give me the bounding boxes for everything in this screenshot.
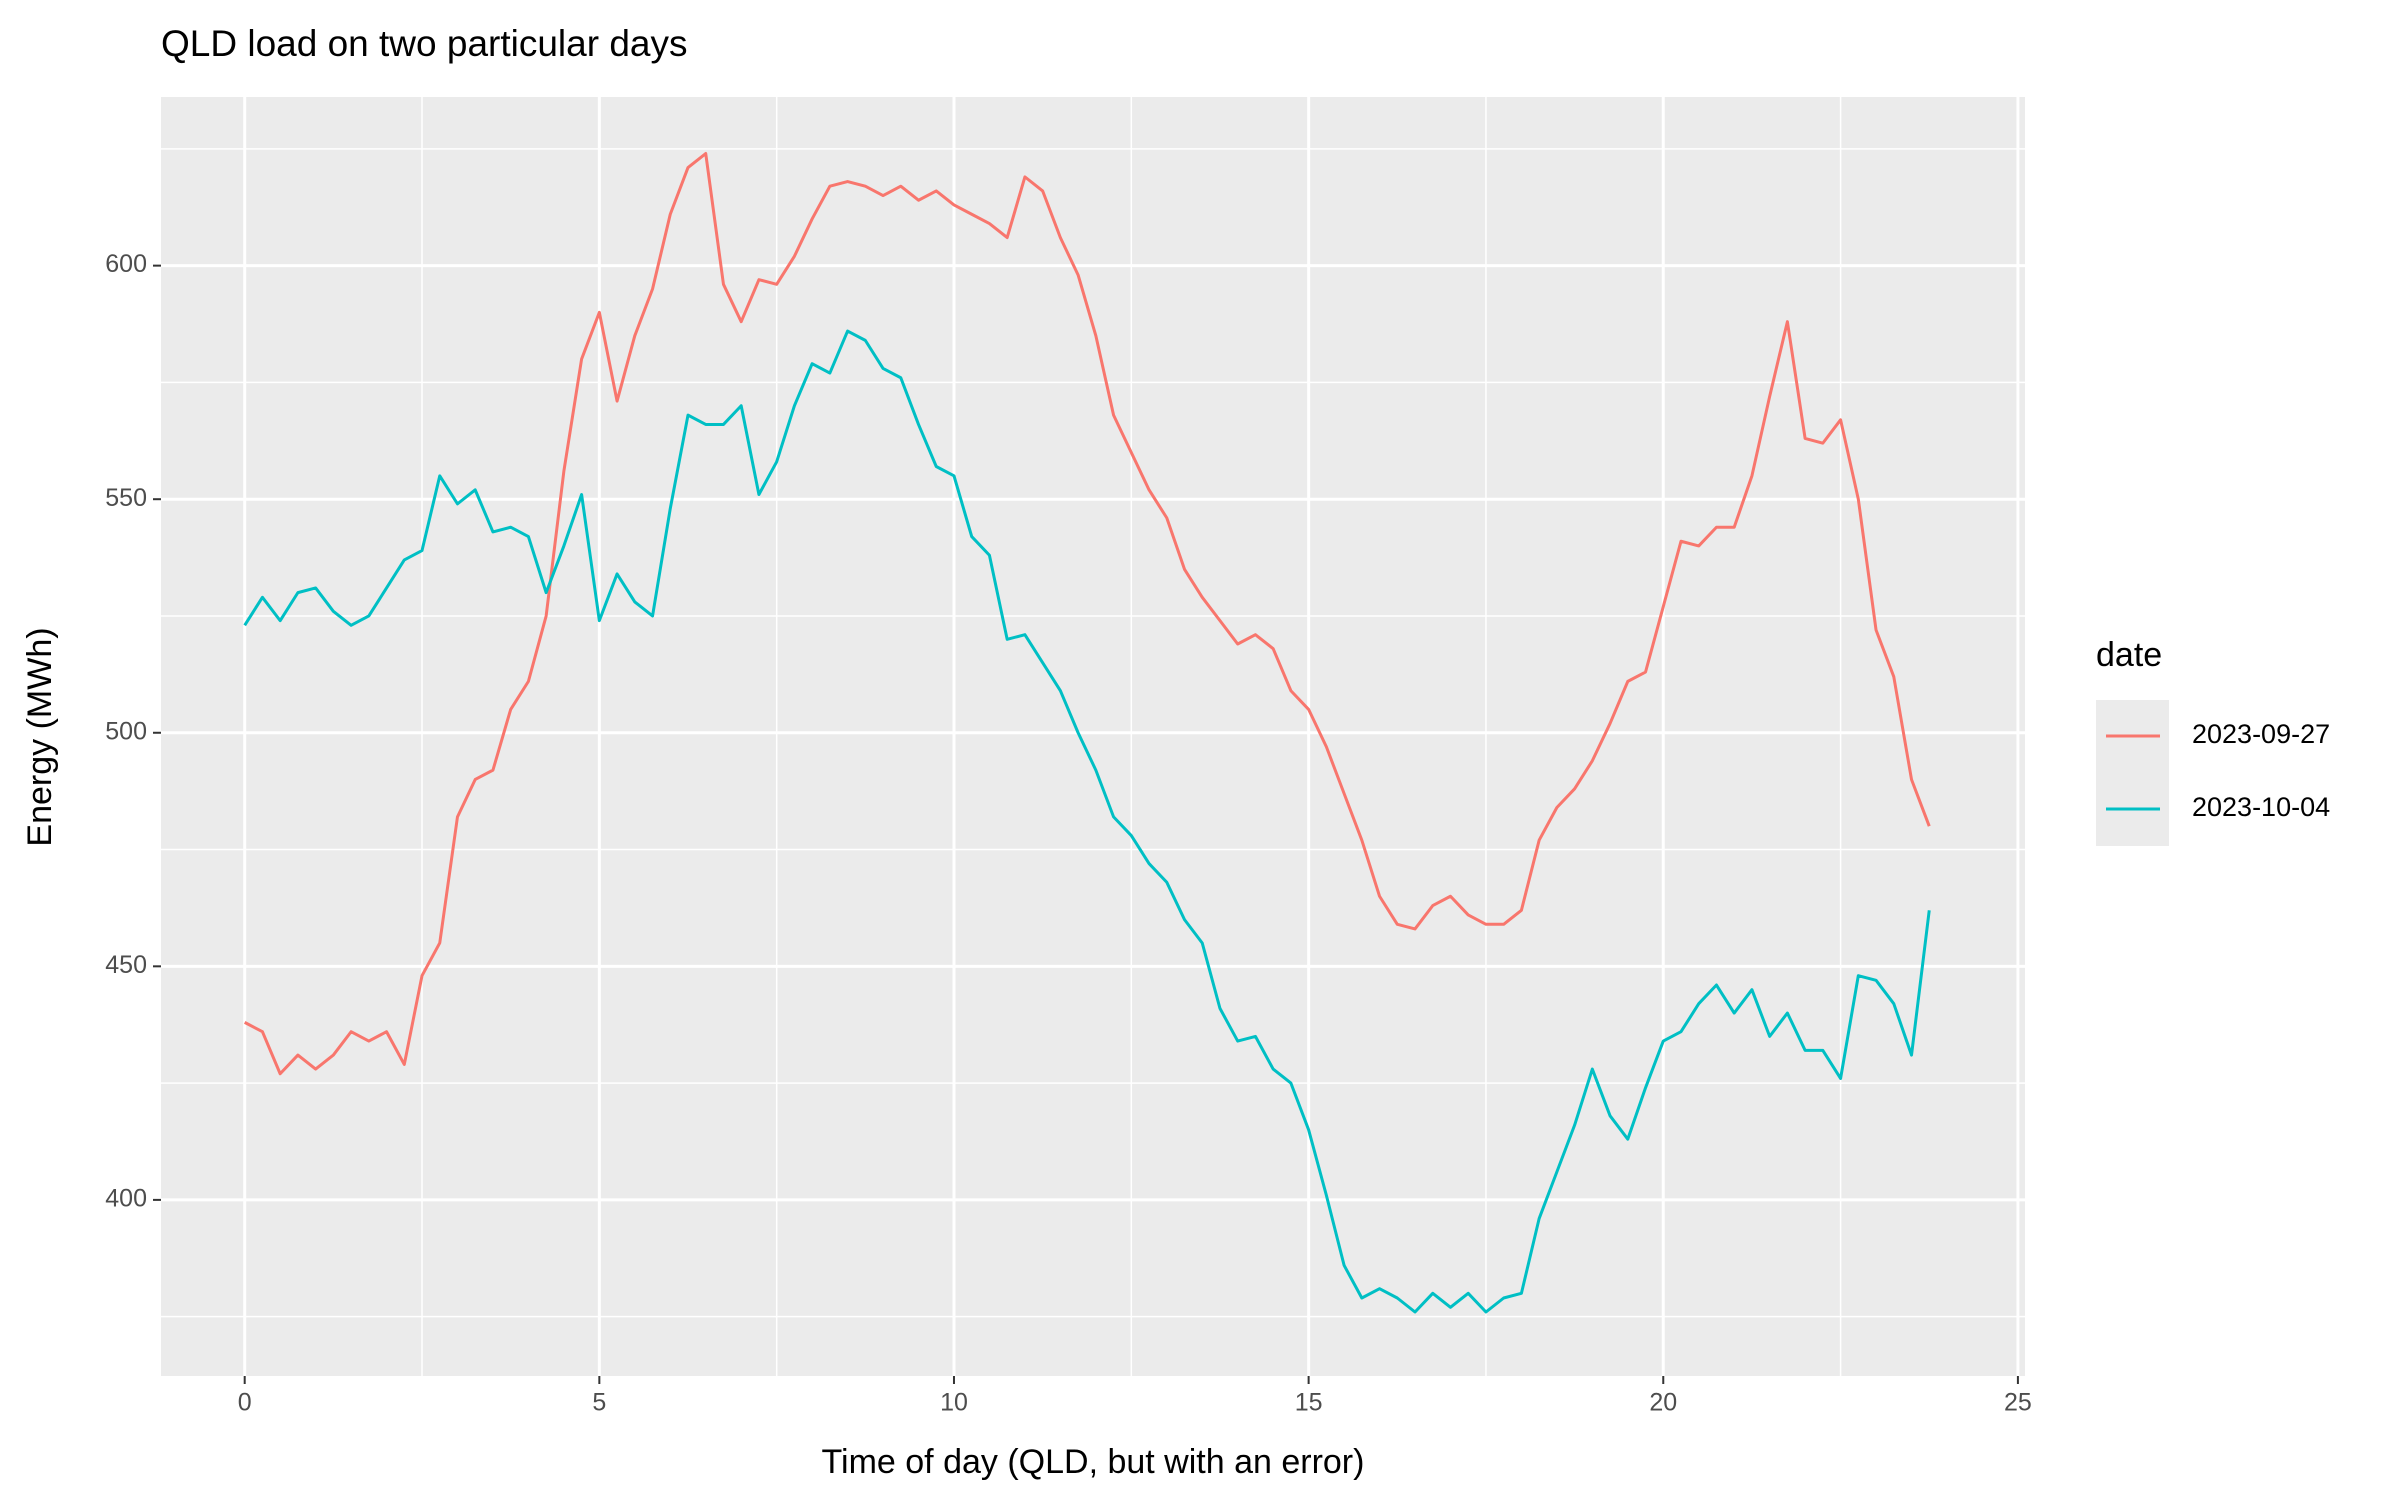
y-tick-label: 500 (105, 717, 147, 745)
y-axis-label: Energy (MWh) (21, 627, 59, 846)
data-line (243, 329, 1931, 1314)
legend-label: 2023-10-04 (2192, 792, 2330, 822)
data-line (243, 152, 1931, 1076)
y-tick-label: 600 (105, 250, 147, 278)
x-tick-label: 10 (940, 1389, 968, 1417)
plot-panel (161, 97, 2025, 1376)
grid (161, 97, 2025, 1376)
x-tick-label: 15 (1295, 1389, 1323, 1417)
x-tick-label: 0 (238, 1389, 252, 1417)
y-tick-label: 450 (105, 951, 147, 979)
x-tick-label: 20 (1649, 1389, 1677, 1417)
x-tick-label: 25 (2004, 1389, 2032, 1417)
legend-title: date (2096, 636, 2162, 674)
x-axis-label: Time of day (QLD, but with an error) (822, 1443, 1365, 1481)
axes: 0 5 10 15 20 25 400 450 500 550 600 (105, 250, 2032, 1416)
x-tick-label: 5 (592, 1389, 606, 1417)
lines (243, 152, 1931, 1314)
legend-label: 2023-09-27 (2192, 719, 2330, 749)
legend: date 2023-09-27 2023-10-04 (2096, 636, 2330, 846)
chart-title: QLD load on two particular days (161, 23, 688, 64)
y-tick-label: 550 (105, 484, 147, 512)
y-tick-label: 400 (105, 1185, 147, 1213)
